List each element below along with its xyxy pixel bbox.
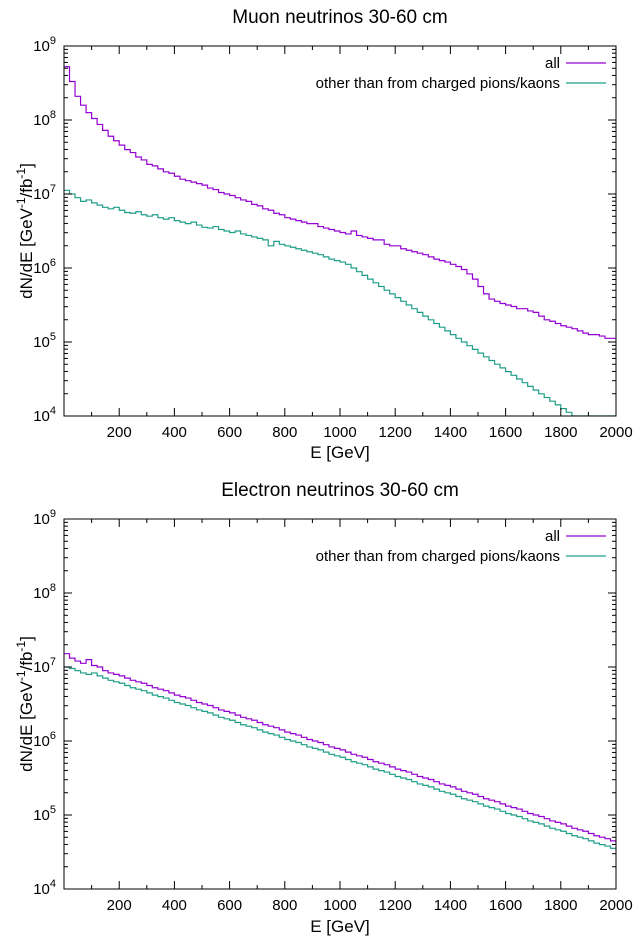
y-tick-label: 107	[33, 656, 56, 676]
legend-label: other than from charged pions/kaons	[316, 75, 560, 92]
y-tick-label: 108	[33, 109, 56, 129]
y-tick-label: 105	[33, 331, 56, 351]
y-tick-label: 107	[33, 183, 56, 203]
x-tick-label: 1400	[434, 897, 467, 914]
x-tick-label: 800	[272, 424, 297, 441]
x-tick-label: 200	[107, 424, 132, 441]
y-tick-label: 109	[33, 508, 56, 528]
x-tick-label: 2000	[599, 424, 632, 441]
x-tick-label: 1600	[489, 424, 522, 441]
y-tick-label: 106	[33, 257, 56, 277]
x-tick-label: 1000	[323, 424, 356, 441]
legend-label: all	[545, 55, 560, 72]
x-tick-label: 1800	[544, 424, 577, 441]
legend-label: all	[545, 528, 560, 545]
x-tick-label: 400	[162, 897, 187, 914]
y-tick-label: 105	[33, 804, 56, 824]
x-tick-label: 1000	[323, 897, 356, 914]
y-tick-label: 104	[33, 878, 56, 898]
y-tick-label: 109	[33, 35, 56, 55]
chart-title: Muon neutrinos 30-60 cm	[232, 7, 447, 28]
x-tick-label: 1600	[489, 897, 522, 914]
y-tick-label: 106	[33, 730, 56, 750]
chart-panel-1: Muon neutrinos 30-60 cm 200 400 600 800 1000 1…	[14, 7, 633, 462]
y-axis-label: dN/dE [GeV-1/fb-1]	[14, 163, 36, 299]
x-tick-label: 2000	[599, 897, 632, 914]
chart-title: Electron neutrinos 30-60 cm	[221, 480, 459, 501]
y-tick-label: 108	[33, 582, 56, 602]
x-tick-label: 600	[217, 424, 242, 441]
chart-panel-2: Electron neutrinos 30-60 cm 200 400 600 800 1…	[14, 480, 633, 936]
series-line-1	[64, 66, 616, 342]
x-tick-label: 1800	[544, 897, 577, 914]
x-axis-label: E [GeV]	[310, 917, 370, 936]
x-tick-label: 200	[107, 897, 132, 914]
x-tick-label: 400	[162, 424, 187, 441]
x-tick-label: 1400	[434, 424, 467, 441]
series-line-2	[64, 666, 616, 852]
series-line-2	[64, 189, 616, 416]
x-tick-label: 1200	[379, 424, 412, 441]
x-tick-label: 1200	[379, 897, 412, 914]
x-tick-label: 800	[272, 897, 297, 914]
y-axis-label: dN/dE [GeV-1/fb-1]	[14, 636, 36, 772]
legend-label: other than from charged pions/kaons	[316, 548, 560, 565]
series-line-1	[64, 653, 616, 844]
y-tick-label: 104	[33, 405, 56, 425]
x-axis-label: E [GeV]	[310, 443, 370, 462]
x-tick-label: 600	[217, 897, 242, 914]
plot-frame	[63, 518, 617, 890]
